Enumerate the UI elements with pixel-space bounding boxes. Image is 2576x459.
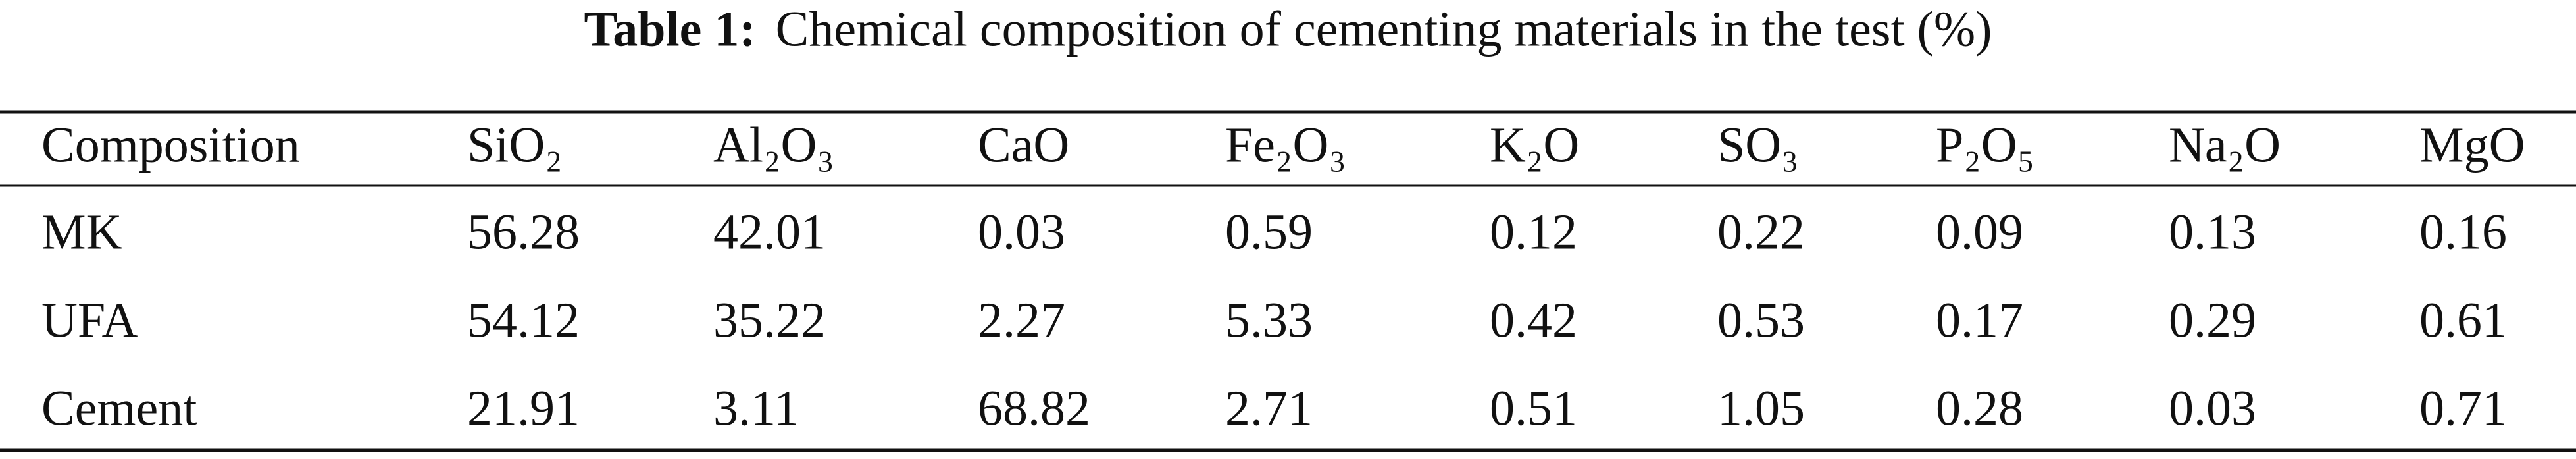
cell: 21.91 bbox=[467, 381, 580, 436]
header-cell: Na₂O bbox=[2169, 117, 2281, 173]
cell: 0.17 bbox=[1936, 292, 2023, 348]
row-label: UFA bbox=[41, 292, 138, 348]
cell: 0.16 bbox=[2419, 204, 2507, 259]
cell: 56.28 bbox=[467, 204, 580, 259]
header-cell: K₂O bbox=[1490, 117, 1579, 173]
cell: 0.28 bbox=[1936, 381, 2023, 436]
cell: 5.33 bbox=[1225, 292, 1313, 348]
cell: 0.51 bbox=[1490, 381, 1577, 436]
header-cell: Fe₂O₃ bbox=[1225, 117, 1346, 173]
cell: 0.12 bbox=[1490, 204, 1577, 259]
caption: Chemical composition of cementing materi… bbox=[776, 1, 1992, 57]
cell: 54.12 bbox=[467, 292, 580, 348]
header-cell: SO₃ bbox=[1717, 117, 1799, 173]
cell: 0.09 bbox=[1936, 204, 2023, 259]
row-label: Cement bbox=[41, 381, 197, 436]
cell: 0.13 bbox=[2169, 204, 2256, 259]
cell: 68.82 bbox=[978, 381, 1090, 436]
cell: 1.05 bbox=[1717, 381, 1805, 436]
caption-label: Table 1: bbox=[584, 1, 756, 57]
cell: 0.22 bbox=[1717, 204, 1805, 259]
cell: 2.27 bbox=[978, 292, 1065, 348]
header-cell: SiO₂ bbox=[467, 117, 563, 173]
header-cell: Al₂O₃ bbox=[713, 117, 834, 173]
cell: 0.03 bbox=[978, 204, 1065, 259]
cell: 3.11 bbox=[713, 381, 799, 436]
cell: 0.03 bbox=[2169, 381, 2256, 436]
cell: 0.59 bbox=[1225, 204, 1313, 259]
cell: 0.53 bbox=[1717, 292, 1805, 348]
header-cell: Composition bbox=[41, 117, 300, 173]
cell: 0.61 bbox=[2419, 292, 2507, 348]
cell: 2.71 bbox=[1225, 381, 1313, 436]
header-cell: CaO bbox=[978, 117, 1069, 173]
cell: 0.71 bbox=[2419, 381, 2507, 436]
cell: 0.29 bbox=[2169, 292, 2256, 348]
row-label: MK bbox=[41, 204, 122, 259]
header-cell: P₂O₅ bbox=[1936, 117, 2034, 173]
cell: 0.42 bbox=[1490, 292, 1577, 348]
cell: 42.01 bbox=[713, 204, 826, 259]
cell: 35.22 bbox=[713, 292, 826, 348]
header-cell: MgO bbox=[2419, 117, 2525, 173]
